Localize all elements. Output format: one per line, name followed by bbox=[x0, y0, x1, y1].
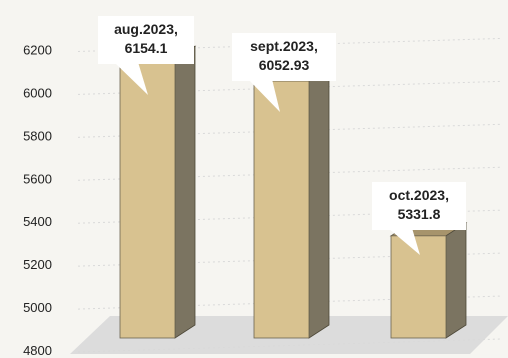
data-label-text: oct.2023, bbox=[389, 187, 449, 203]
gridline bbox=[77, 338, 501, 353]
callout-box bbox=[232, 33, 336, 81]
callout-pointer bbox=[114, 62, 148, 95]
y-tick-label: 4800 bbox=[23, 343, 52, 358]
data-label-text: 6154.1 bbox=[125, 40, 168, 56]
data-label-text: aug.2023, bbox=[114, 21, 178, 37]
callout-box bbox=[372, 182, 466, 230]
bar-side-face bbox=[445, 222, 467, 339]
data-label-oct.2023: oct.2023, 5331.8 bbox=[372, 182, 466, 255]
bar-aug.2023 bbox=[118, 45, 197, 339]
y-tick-label: 5200 bbox=[23, 257, 52, 272]
y-axis: 4800 5000 5200 5400 5600 5800 6000 6200 bbox=[23, 42, 52, 358]
data-labels: aug.2023, 6154.1 sept.2023, 6052.93 oct.2023… bbox=[98, 16, 466, 255]
y-tick-label: 5400 bbox=[23, 214, 52, 229]
data-label-sept.2023: sept.2023, 6052.93 bbox=[232, 33, 336, 112]
y-tick-label: 6000 bbox=[23, 85, 52, 100]
bar-front-face bbox=[253, 80, 310, 339]
bar-side-face bbox=[174, 45, 196, 339]
data-label-text: 6052.93 bbox=[259, 57, 310, 73]
bar-front-face bbox=[119, 58, 176, 339]
callout-pointer bbox=[388, 228, 420, 255]
y-tick-label: 5800 bbox=[23, 128, 52, 143]
callout-box bbox=[98, 16, 194, 64]
y-tick-label: 6200 bbox=[23, 42, 52, 57]
y-tick-label: 5600 bbox=[23, 171, 52, 186]
data-label-aug.2023: aug.2023, 6154.1 bbox=[98, 16, 194, 95]
bar-side-face bbox=[308, 67, 330, 339]
data-label-text: sept.2023, bbox=[250, 38, 318, 54]
callout-pointer bbox=[248, 79, 280, 112]
data-label-text: 5331.8 bbox=[398, 206, 441, 222]
y-tick-label: 5000 bbox=[23, 300, 52, 315]
bar-sept.2023 bbox=[252, 67, 331, 339]
bar-oct.2023 bbox=[389, 222, 468, 339]
